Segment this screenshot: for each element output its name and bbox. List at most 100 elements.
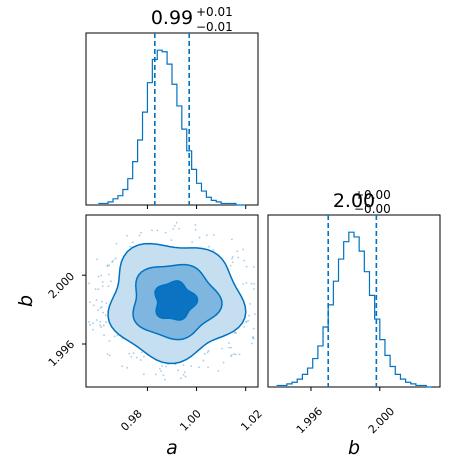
joint-sample-point (108, 264, 111, 267)
joint-panel: 0.98 1.00 1.02 1.996 2.000 a b (15, 214, 265, 459)
joint-sample-point (249, 303, 252, 305)
joint-sample-point (114, 257, 117, 260)
joint-sample-point (254, 313, 256, 316)
joint-sample-point (111, 261, 114, 263)
joint-sample-point (116, 334, 119, 337)
joint-sample-point (233, 331, 236, 334)
joint-sample-point (126, 366, 129, 369)
joint-frame (85, 214, 259, 388)
joint-sample-point (170, 239, 173, 242)
joint-sample-point (104, 314, 107, 317)
joint-ytick-1: 2.000 (46, 270, 77, 301)
joint-sample-point (231, 255, 234, 258)
joint-sample-point (178, 227, 181, 230)
joint-xtick-2: 1.02 (238, 407, 265, 434)
joint-sample-point (245, 281, 248, 284)
joint-xlabel: a (166, 437, 178, 459)
joint-sample-point (191, 241, 194, 243)
joint-ytick-0: 1.996 (46, 338, 77, 369)
joint-sample-point (130, 355, 133, 358)
joint-sample-point (253, 288, 255, 290)
joint-sample-point (207, 366, 209, 369)
joint-xtick-1: 1.00 (177, 407, 204, 434)
joint-sample-point (232, 353, 235, 355)
joint-sample-point (96, 258, 98, 261)
joint-sample-point (198, 366, 201, 369)
joint-sample-point (95, 299, 98, 301)
joint-sample-point (242, 283, 245, 285)
joint-sample-point (212, 249, 215, 251)
joint-scatter-points (88, 221, 256, 381)
joint-sample-point (112, 259, 115, 262)
marginal-b-title-value: 2.00 (333, 190, 375, 212)
joint-sample-point (94, 288, 97, 291)
joint-sample-point (222, 361, 225, 364)
joint-sample-point (158, 367, 161, 370)
joint-sample-point (105, 302, 108, 305)
marginal-b-title-plus: +0.00 (354, 188, 391, 202)
joint-sample-point (131, 241, 134, 244)
joint-sample-point (221, 347, 223, 350)
joint-sample-point (92, 328, 94, 331)
joint-xtick-0: 0.98 (118, 407, 145, 434)
joint-sample-point (202, 359, 205, 362)
joint-sample-point (175, 221, 178, 224)
joint-sample-point (252, 336, 255, 338)
marginal-b-xlabel: b (348, 437, 360, 459)
joint-sample-point (194, 224, 197, 226)
joint-sample-point (236, 250, 239, 253)
joint-sample-point (228, 342, 230, 344)
joint-sample-point (102, 324, 105, 327)
joint-sample-point (238, 353, 241, 356)
joint-sample-point (237, 256, 240, 259)
joint-sample-point (231, 261, 234, 264)
joint-sample-point (135, 356, 138, 359)
marginal-a-histogram (98, 49, 246, 206)
joint-sample-point (243, 325, 245, 328)
joint-sample-point (106, 353, 109, 356)
marginal-b-title-minus: −0.00 (354, 202, 391, 216)
joint-sample-point (106, 264, 109, 267)
joint-sample-point (248, 314, 251, 317)
joint-sample-point (97, 275, 100, 278)
marginal-b-ticks (310, 387, 381, 391)
joint-sample-point (164, 231, 167, 234)
joint-sample-point (183, 371, 186, 374)
joint-sample-point (99, 324, 101, 327)
joint-sample-point (89, 301, 91, 303)
marginal-b-panel: 2.00 +0.00 −0.00 1.996 2.000 b (267, 188, 441, 459)
joint-sample-point (132, 352, 135, 355)
joint-sample-point (89, 323, 92, 326)
joint-sample-point (230, 346, 232, 349)
joint-sample-point (108, 354, 111, 357)
joint-sample-point (234, 353, 237, 356)
joint-sample-point (108, 340, 111, 342)
joint-sample-point (252, 337, 255, 340)
joint-sample-point (88, 282, 91, 285)
joint-sample-point (242, 248, 245, 251)
marginal-b-quantiles (327, 215, 378, 387)
joint-sample-point (230, 354, 233, 357)
marginal-a-quantiles (154, 33, 190, 205)
joint-sample-point (139, 359, 142, 361)
joint-sample-point (173, 224, 176, 227)
joint-sample-point (92, 304, 95, 307)
joint-sample-point (243, 259, 246, 262)
joint-sample-point (235, 332, 238, 335)
joint-sample-point (184, 375, 187, 378)
marginal-a-panel: 0.99 +0.01 −0.01 (85, 5, 259, 209)
joint-sample-point (182, 364, 185, 366)
joint-sample-point (115, 242, 118, 245)
joint-sample-point (217, 370, 220, 372)
joint-sample-point (100, 300, 103, 303)
joint-sample-point (198, 236, 201, 239)
joint-sample-point (245, 265, 248, 268)
joint-sample-point (247, 319, 250, 322)
joint-sample-point (113, 335, 116, 338)
joint-sample-point (161, 364, 164, 367)
marginal-a-frame (85, 32, 259, 206)
joint-sample-point (203, 352, 206, 355)
joint-sample-point (103, 334, 105, 336)
